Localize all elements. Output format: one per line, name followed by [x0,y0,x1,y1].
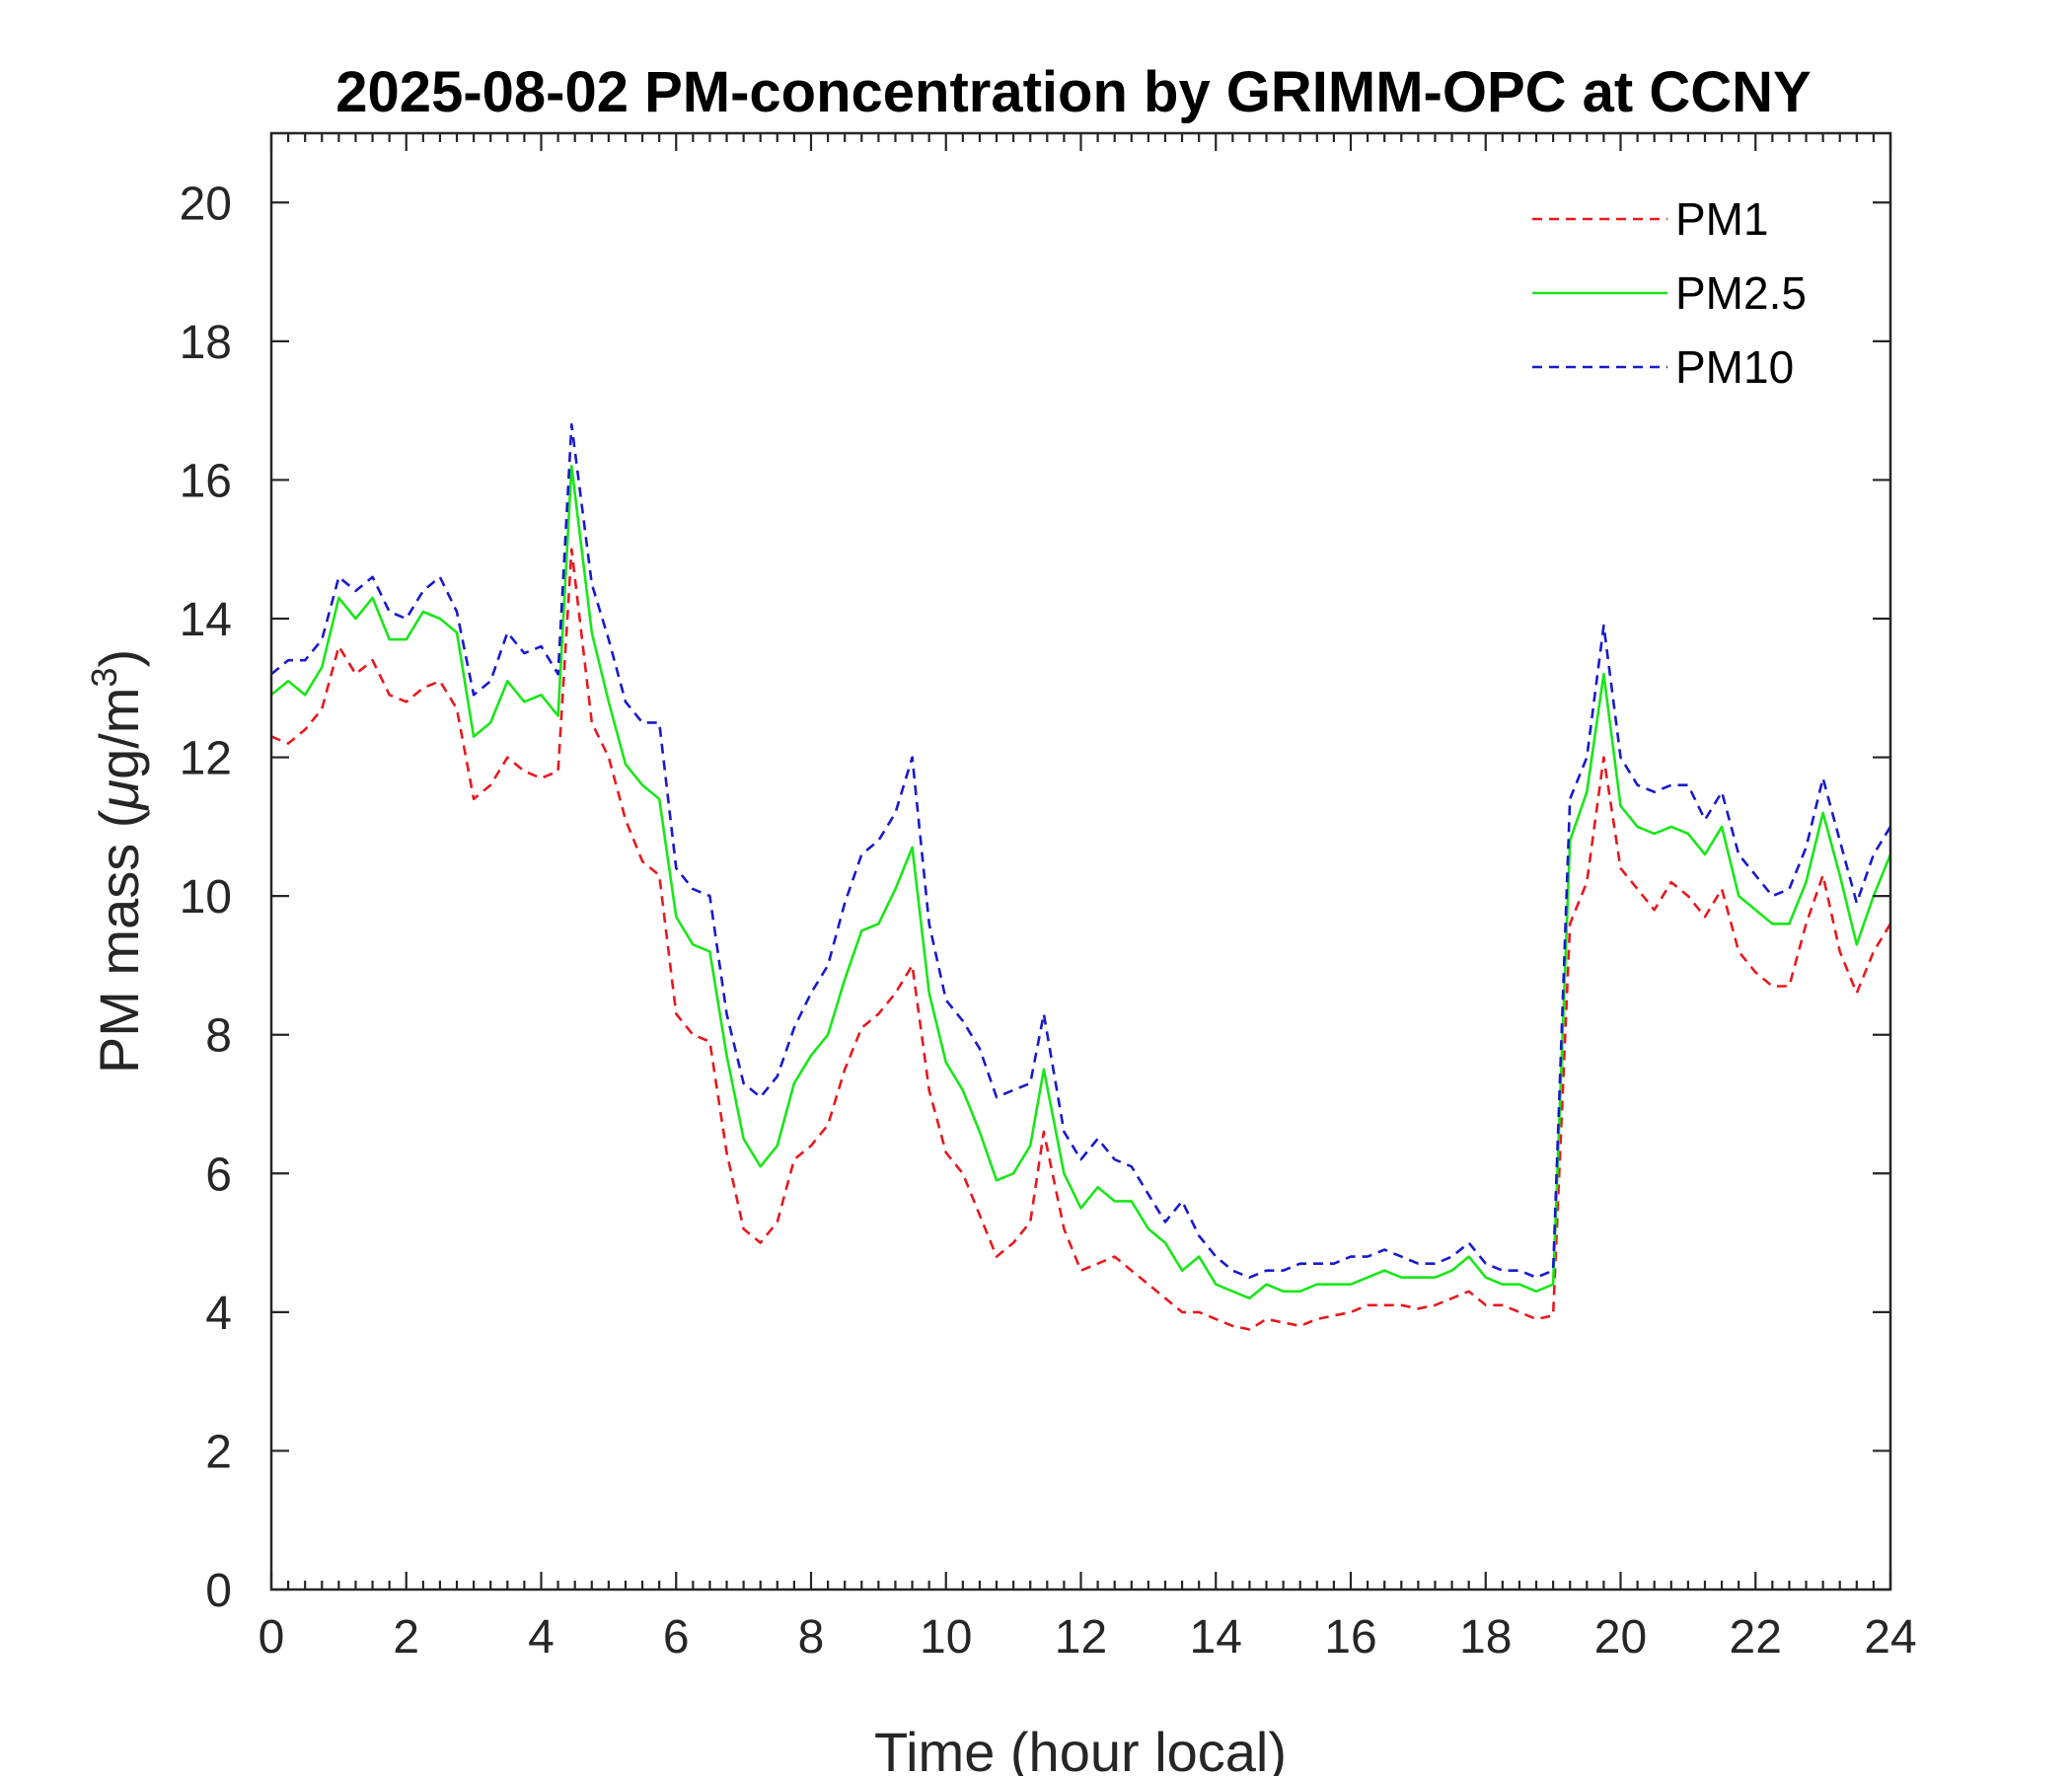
x-tick-label: 10 [920,1611,972,1664]
x-tick-label: 20 [1594,1611,1647,1664]
x-tick-label: 16 [1324,1611,1376,1664]
y-tick-label: 0 [205,1565,232,1617]
legend: PM1 PM2.5 PM10 [1532,193,1807,393]
x-tick-label: 0 [259,1611,285,1664]
series-line-pm1 [270,548,1892,1331]
y-tick-label: 20 [180,178,232,230]
x-tick-label: 8 [798,1611,825,1664]
y-axis-title-suffix: ) [88,649,150,668]
x-tick-label: 24 [1864,1611,1916,1664]
y-tick-label: 12 [180,733,232,785]
x-tick-label: 14 [1190,1611,1242,1664]
y-tick-label: 6 [205,1148,232,1201]
series-layer [270,422,1892,1331]
legend-label-pm2-5: PM2.5 [1675,267,1807,319]
x-axis-title: Time (hour local) [874,1721,1287,1776]
x-tick-label: 18 [1459,1611,1512,1664]
y-axis-title-unit: g/m [88,688,150,779]
y-axis-title-prefix: PM mass ( [88,809,150,1073]
y-tick-label: 10 [180,871,232,924]
y-tick-label: 16 [180,455,232,507]
y-tick-label: 8 [205,1010,232,1063]
x-tick-label: 2 [393,1611,419,1664]
x-tick-label: 6 [663,1611,690,1664]
legend-label-pm1: PM1 [1675,193,1769,245]
y-tick-label: 14 [180,594,232,646]
series-line-pm2-5 [270,465,1892,1300]
plot-frame [269,131,1892,1591]
x-tick-label: 4 [528,1611,555,1664]
y-tick-label: 4 [205,1288,232,1340]
x-tick-label: 22 [1730,1611,1782,1664]
y-axis-title: PM mass (μg/m3) [84,649,150,1073]
y-tick-label: 18 [180,317,232,369]
y-tick-label: 2 [205,1426,232,1478]
chart-title: 2025-08-02 PM-concentration by GRIMM-OPC… [335,60,1811,124]
y-axis-title-superscript: 3 [84,668,124,688]
x-tick-label: 12 [1055,1611,1107,1664]
series-line-pm10 [270,422,1892,1279]
y-axis-title-mu: μ [88,779,150,812]
legend-label-pm10: PM10 [1675,341,1794,393]
